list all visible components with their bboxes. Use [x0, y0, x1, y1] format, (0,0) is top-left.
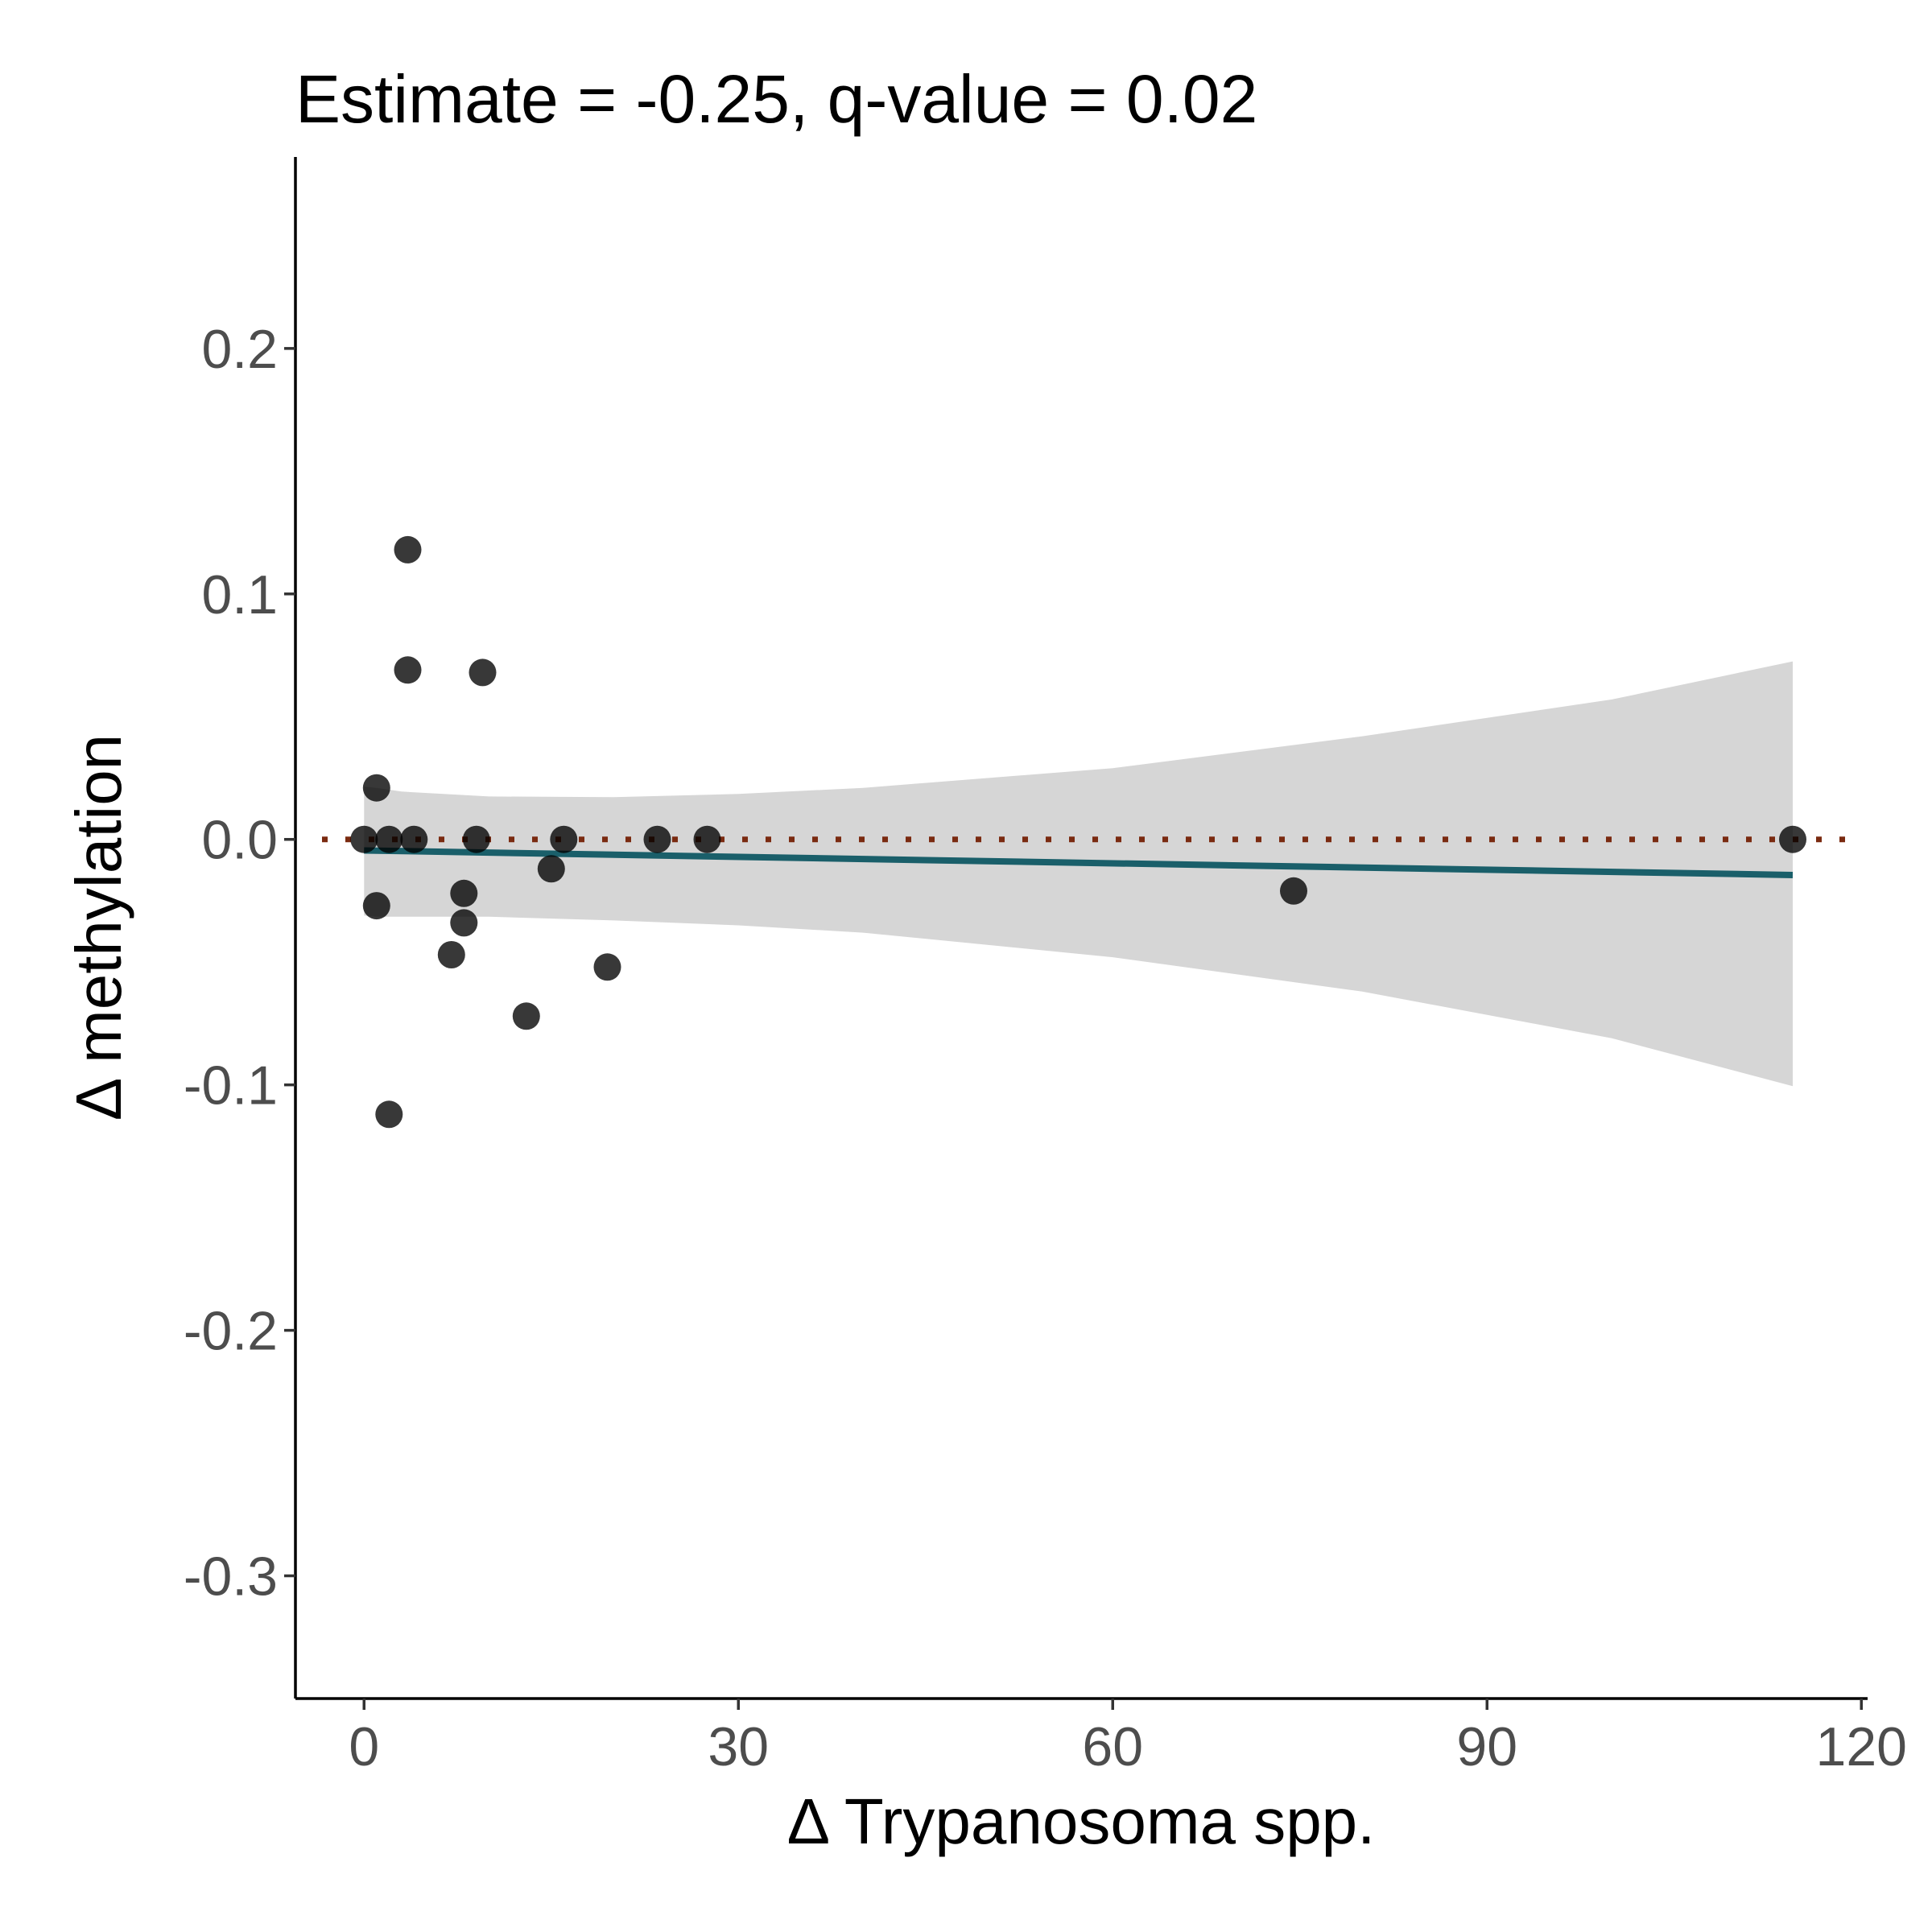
data-point [400, 825, 428, 853]
confidence-band-area [364, 661, 1793, 1087]
data-point [375, 1100, 403, 1129]
data-point [394, 656, 422, 684]
data-point [450, 909, 478, 937]
data-point [1280, 877, 1307, 905]
data-point [462, 825, 490, 853]
data-point [350, 825, 378, 853]
y-tick-label: 0.0 [201, 810, 278, 871]
data-point [469, 658, 497, 687]
y-axis-ticks: -0.3 -0.2 -0.1 0.0 0.1 0.2 [184, 319, 295, 1608]
data-point [693, 825, 721, 853]
regression-line [364, 847, 1794, 878]
data-point [1779, 825, 1806, 853]
x-tick-label: 0 [349, 1716, 379, 1777]
data-point [512, 1002, 540, 1030]
data-point [550, 825, 578, 853]
x-tick-label: 30 [708, 1716, 769, 1777]
data-point [450, 879, 478, 907]
data-points [350, 535, 1806, 1129]
chart-title: Estimate = -0.25, q-value = 0.02 [295, 61, 1257, 137]
data-point [643, 825, 671, 853]
y-tick-label: -0.1 [184, 1055, 278, 1117]
x-tick-label: 90 [1456, 1716, 1517, 1777]
y-tick-label: 0.1 [201, 564, 278, 625]
data-point [362, 892, 390, 920]
y-tick-label: 0.2 [201, 319, 278, 380]
y-tick-label: -0.3 [184, 1546, 278, 1608]
data-point [375, 825, 403, 853]
y-tick-label: -0.2 [184, 1301, 278, 1362]
x-tick-label: 60 [1082, 1716, 1143, 1777]
y-axis-title: Δ methylation [63, 734, 134, 1121]
data-point [394, 535, 422, 564]
data-point [593, 953, 621, 981]
x-tick-label: 120 [1816, 1716, 1907, 1777]
confidence-band [364, 661, 1793, 1087]
data-point [537, 855, 565, 883]
data-point [437, 941, 465, 968]
regression-fit-line [364, 847, 1794, 878]
data-point [362, 774, 390, 802]
x-axis-title: Δ Trypanosoma spp. [787, 1785, 1376, 1857]
x-axis-ticks: 0 30 60 90 120 [349, 1699, 1907, 1777]
